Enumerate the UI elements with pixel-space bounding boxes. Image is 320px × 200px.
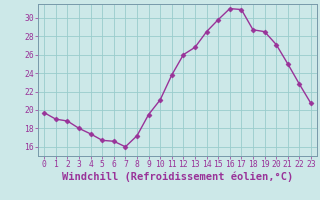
X-axis label: Windchill (Refroidissement éolien,°C): Windchill (Refroidissement éolien,°C) [62,172,293,182]
